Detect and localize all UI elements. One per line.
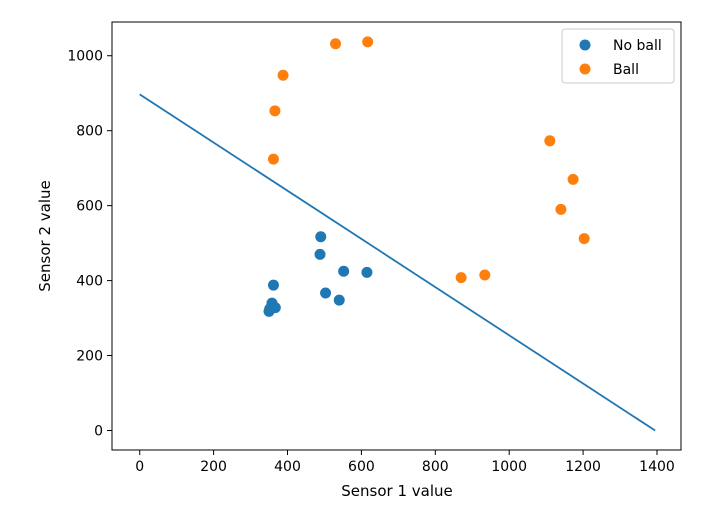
x-axis-title: Sensor 1 value bbox=[341, 482, 452, 500]
point-ball bbox=[330, 38, 342, 50]
point-ball bbox=[544, 135, 556, 147]
legend-label-ball: Ball bbox=[613, 62, 639, 78]
point-no-ball bbox=[320, 287, 332, 299]
point-ball bbox=[479, 269, 491, 281]
x-tick-label: 400 bbox=[274, 459, 301, 475]
y-tick-label: 800 bbox=[76, 124, 103, 140]
point-ball bbox=[578, 233, 590, 245]
point-ball bbox=[277, 69, 289, 81]
plot-frame bbox=[111, 21, 682, 451]
point-no-ball bbox=[267, 279, 279, 291]
legend-label-no-ball: No ball bbox=[613, 38, 662, 54]
y-tick-label: 200 bbox=[76, 349, 103, 365]
decision-boundary-line bbox=[139, 93, 656, 432]
point-ball bbox=[267, 153, 279, 165]
point-ball bbox=[567, 173, 579, 185]
point-ball bbox=[555, 203, 567, 215]
point-no-ball bbox=[333, 294, 345, 306]
x-tick-label: 1200 bbox=[565, 459, 601, 475]
point-no-ball bbox=[338, 265, 350, 277]
x-tick-label: 1000 bbox=[491, 459, 527, 475]
y-tick-label: 400 bbox=[76, 274, 103, 290]
y-tick-label: 600 bbox=[76, 199, 103, 215]
x-tick-label: 200 bbox=[200, 459, 227, 475]
point-no-ball bbox=[269, 302, 281, 314]
point-no-ball bbox=[315, 231, 327, 243]
legend-marker-no-ball bbox=[579, 39, 591, 51]
x-tick-label: 600 bbox=[348, 459, 375, 475]
x-tick-label: 1400 bbox=[639, 459, 675, 475]
y-axis-title: Sensor 2 value bbox=[36, 180, 54, 291]
points-layer bbox=[263, 36, 590, 317]
decision-line-layer bbox=[139, 93, 656, 432]
legend: No ball Ball bbox=[561, 28, 675, 84]
point-ball bbox=[362, 36, 374, 48]
y-axis-ticks: 0 200 400 600 800 1000 bbox=[67, 49, 112, 440]
point-ball bbox=[269, 105, 281, 117]
x-axis-ticks: 0 200 400 600 800 1000 1200 1400 bbox=[135, 450, 675, 475]
point-ball bbox=[455, 272, 467, 284]
point-no-ball bbox=[314, 248, 326, 260]
point-no-ball bbox=[361, 266, 373, 278]
y-tick-label: 1000 bbox=[67, 49, 103, 65]
y-tick-label: 0 bbox=[94, 424, 103, 440]
x-tick-label: 800 bbox=[422, 459, 449, 475]
x-tick-label: 0 bbox=[135, 459, 144, 475]
legend-marker-ball bbox=[579, 63, 591, 75]
